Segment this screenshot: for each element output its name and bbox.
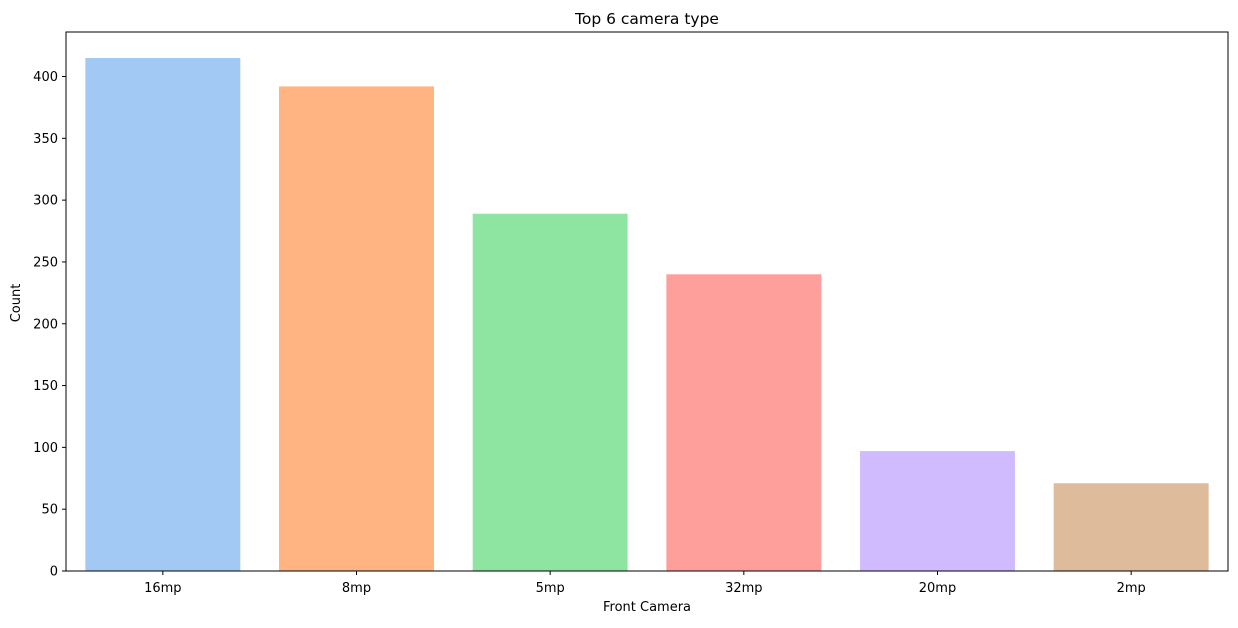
bar-2mp: [1053, 483, 1209, 571]
bar-32mp: [666, 274, 822, 571]
chart-title: Top 6 camera type: [574, 10, 719, 28]
y-tick-label: 50: [41, 503, 58, 518]
bars-group: [85, 57, 1209, 572]
x-tick-label: 2mp: [1117, 581, 1146, 596]
x-axis-label: Front Camera: [603, 600, 691, 615]
x-tick-label: 5mp: [536, 581, 565, 596]
x-tick-label: 8mp: [342, 581, 371, 596]
y-tick-label: 350: [33, 132, 58, 147]
x-tick-label: 32mp: [725, 581, 762, 596]
y-axis-ticks: 0 50 100 150 200 250 300 350 400: [33, 70, 66, 580]
y-axis-label: Count: [9, 284, 24, 323]
x-axis-ticks: 16mp 8mp 5mp 32mp 20mp 2mp: [144, 571, 1146, 596]
bar-8mp: [279, 86, 434, 571]
plot-frame: [65, 31, 1229, 572]
y-tick-label: 300: [33, 194, 58, 209]
bar-5mp: [472, 213, 628, 572]
bar-16mp: [85, 57, 241, 572]
y-tick-label: 200: [33, 317, 58, 332]
x-tick-label: 20mp: [919, 581, 956, 596]
y-tick-label: 0: [50, 565, 58, 580]
y-tick-label: 100: [33, 441, 58, 456]
y-tick-label: 150: [33, 379, 58, 394]
y-tick-label: 250: [33, 255, 58, 270]
y-tick-label: 400: [33, 70, 58, 85]
bar-20mp: [860, 451, 1015, 571]
x-tick-label: 16mp: [144, 581, 181, 596]
